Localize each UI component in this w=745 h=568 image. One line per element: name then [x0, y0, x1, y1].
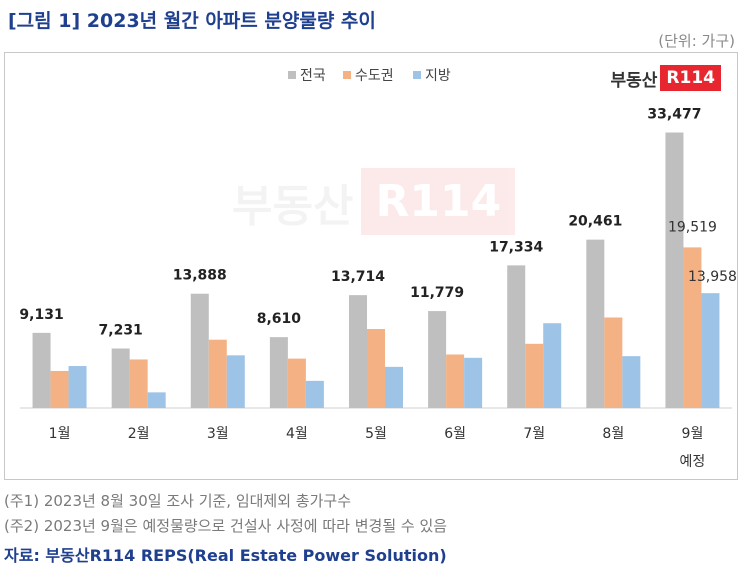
data-label-local-last: 13,958 [688, 269, 737, 285]
data-label-national-1: 7,231 [99, 322, 143, 338]
data-label-capital-last: 19,519 [668, 219, 717, 235]
bar-2-2 [226, 355, 245, 408]
chart-frame [4, 52, 738, 480]
bar-2-3 [305, 380, 324, 408]
legend-swatch-1 [343, 71, 351, 79]
legend-label-1: 수도권 [355, 68, 394, 84]
bar-2-4 [385, 366, 403, 408]
data-label-national-8: 33,477 [647, 107, 701, 123]
brand-logo: 부동산 R114 [610, 65, 721, 91]
legend-label-0: 전국 [300, 68, 326, 84]
watermark: 부동산 R114 [232, 168, 516, 235]
footnote-1: (주1) 2023년 8월 30일 조사 기준, 임대제외 총가구수 [4, 492, 351, 510]
logo-badge: R114 [660, 65, 721, 91]
source-line: 자료: 부동산R114 REPS(Real Estate Power Solut… [4, 546, 447, 565]
x-tick-8: 9월 [682, 426, 704, 442]
bar-2-8 [701, 293, 720, 408]
data-label-national-3: 8,610 [257, 311, 302, 327]
bar-1-3 [287, 358, 306, 408]
x-tick-4: 5월 [365, 426, 387, 442]
x-tick-3: 4월 [286, 426, 308, 442]
x-tick-1: 2월 [128, 426, 150, 442]
bar-1-8 [683, 247, 702, 408]
x-tick-sub-8: 예정 [680, 454, 706, 470]
data-label-national-7: 20,461 [568, 214, 622, 230]
legend-swatch-2 [413, 71, 421, 79]
legend-label-2: 지방 [425, 68, 451, 84]
unit-note: (단위: 가구) [658, 32, 735, 50]
chart-title: [그림 1] 2023년 월간 아파트 분양물량 추이 [8, 10, 376, 32]
bar-0-8 [665, 132, 684, 409]
bar-1-1 [129, 359, 148, 408]
x-tick-2: 3월 [207, 426, 229, 442]
bar-2-1 [147, 392, 166, 408]
bar-1-2 [208, 339, 227, 408]
bar-0-1 [111, 348, 130, 408]
bar-1-7 [604, 317, 623, 408]
bar-0-6 [507, 265, 526, 408]
data-label-national-5: 11,779 [410, 285, 464, 301]
bar-0-2 [190, 293, 209, 408]
watermark-badge: R114 [361, 168, 516, 235]
footnote-2: (주2) 2023년 9월은 예정물량으로 건설사 사정에 따라 변경될 수 있… [4, 517, 448, 535]
bar-2-7 [622, 356, 641, 408]
bar-0-5 [428, 311, 447, 408]
bar-2-0 [68, 366, 87, 408]
data-label-national-2: 13,888 [173, 268, 227, 284]
bar-1-4 [367, 329, 385, 408]
x-tick-7: 8월 [602, 426, 624, 442]
data-label-national-4: 13,714 [331, 269, 385, 285]
data-label-national-0: 9,131 [19, 307, 63, 323]
x-tick-5: 6월 [444, 426, 466, 442]
bar-2-6 [543, 323, 562, 408]
bar-2-5 [464, 357, 483, 408]
bar-1-5 [446, 354, 465, 408]
bar-0-3 [269, 337, 288, 408]
data-label-national-6: 17,334 [489, 239, 543, 255]
watermark-text: 부동산 [232, 180, 354, 232]
bar-0-4 [349, 295, 367, 408]
x-tick-6: 7월 [523, 426, 545, 442]
logo-text: 부동산 [610, 70, 658, 91]
bar-1-0 [50, 370, 69, 408]
bar-1-6 [525, 343, 544, 408]
bar-0-0 [32, 332, 51, 408]
x-tick-0: 1월 [49, 426, 71, 442]
bar-0-7 [586, 239, 605, 408]
legend-swatch-0 [288, 71, 296, 79]
